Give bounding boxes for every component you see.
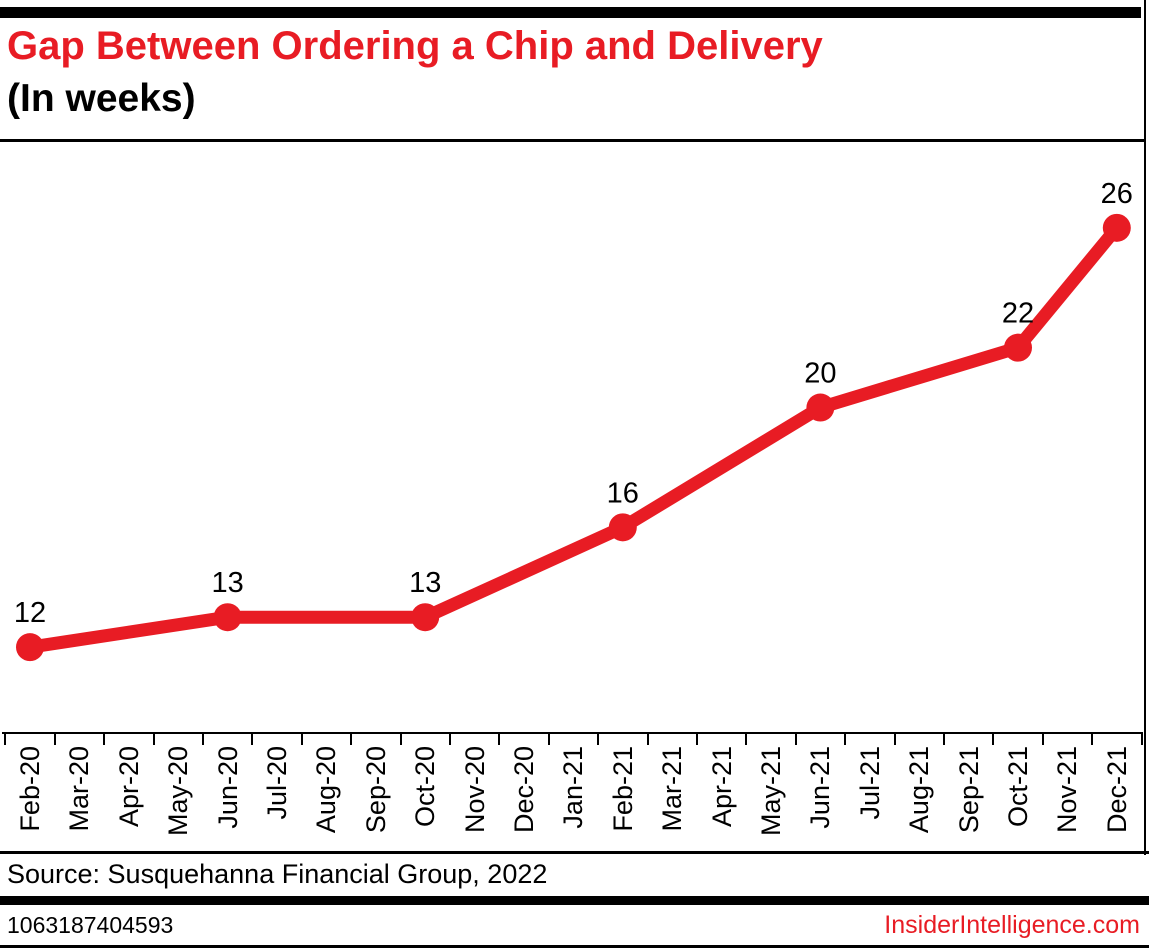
- x-axis-label: Nov-20: [459, 746, 490, 834]
- x-axis-label: Apr-20: [113, 746, 144, 828]
- x-axis-tick: [103, 734, 106, 745]
- x-axis-label: Jan-21: [558, 746, 589, 829]
- x-axis-label: Aug-21: [904, 746, 935, 834]
- x-axis-label: Feb-21: [607, 746, 638, 832]
- data-point-marker: [608, 513, 637, 542]
- x-axis-tick: [547, 734, 550, 745]
- data-point-label: 22: [1002, 298, 1034, 330]
- chip-gap-line: [29, 223, 1122, 654]
- x-axis-label: Mar-21: [657, 746, 688, 832]
- data-point-marker: [16, 633, 44, 662]
- insider-intelligence-watermark: InsiderIntelligence.com: [884, 911, 1140, 939]
- x-axis-label: Sep-20: [360, 746, 391, 834]
- x-axis-tick: [942, 734, 945, 745]
- x-axis-tick: [844, 734, 847, 745]
- data-point-marker: [1004, 333, 1032, 362]
- x-axis-label: Jul-21: [854, 746, 885, 820]
- x-axis-tick: [1041, 734, 1044, 745]
- x-axis-tick: [350, 734, 353, 745]
- line-chart: 12 13 13 16 20 22 26: [14, 178, 1133, 662]
- x-axis-label: Oct-20: [410, 746, 441, 828]
- x-axis-tick: [152, 734, 155, 745]
- x-axis-label: Jun-20: [212, 746, 243, 829]
- chart-subtitle: (In weeks): [7, 77, 196, 120]
- x-axis-label: Feb-20: [15, 746, 45, 832]
- x-axis-tick: [1140, 734, 1143, 745]
- x-axis-label: Nov-21: [1052, 746, 1083, 834]
- x-axis-label: Apr-21: [706, 746, 737, 828]
- x-axis-tick: [53, 734, 56, 745]
- chart-title: Gap Between Ordering a Chip and Delivery: [7, 24, 823, 68]
- x-axis-tick: [794, 734, 797, 745]
- bottom-border-line: [0, 945, 1149, 948]
- x-axis-tick: [4, 734, 7, 745]
- x-axis-label: Jul-20: [262, 746, 292, 820]
- data-point-marker: [213, 603, 242, 632]
- data-point-label: 26: [1101, 178, 1133, 210]
- source-separator-line: [0, 851, 1149, 854]
- x-axis-tick: [498, 734, 501, 745]
- data-point-label: 16: [607, 477, 639, 509]
- x-axis-tick: [300, 734, 303, 745]
- x-axis-label: Dec-21: [1101, 746, 1132, 834]
- x-axis-tick: [597, 734, 600, 745]
- x-axis-tick: [695, 734, 698, 745]
- x-axis-tick: [992, 734, 995, 745]
- data-point-label: 12: [14, 597, 46, 629]
- x-axis-label: May-21: [756, 746, 786, 837]
- data-point-label: 13: [409, 567, 441, 599]
- x-axis-label: Jun-21: [805, 746, 836, 829]
- data-point-marker: [411, 603, 440, 632]
- x-axis-tick: [399, 734, 402, 745]
- title-underline: [0, 139, 1146, 142]
- data-point-label: 20: [804, 358, 836, 390]
- x-axis-line: [2, 732, 1143, 734]
- x-axis-tick: [745, 734, 748, 745]
- data-point-marker: [806, 393, 835, 422]
- x-axis-tick: [893, 734, 896, 745]
- x-axis-label: Aug-20: [311, 746, 342, 834]
- right-border-line: [1144, 0, 1146, 855]
- x-axis-label: May-20: [163, 746, 194, 837]
- x-axis-label: Oct-21: [1003, 746, 1033, 828]
- x-axis-tick: [1091, 734, 1094, 745]
- x-axis-tick: [201, 734, 204, 745]
- data-point-label: 13: [211, 567, 243, 599]
- x-axis-label: Mar-20: [64, 746, 95, 832]
- x-axis-label: Sep-21: [953, 746, 984, 834]
- chart-id-number: 1063187404593: [7, 912, 174, 938]
- footer-thick-bar: [0, 896, 1149, 905]
- x-axis-label: Dec-20: [509, 746, 539, 834]
- data-point-marker: [1102, 213, 1131, 242]
- x-axis-tick: [448, 734, 451, 745]
- top-accent-bar: [0, 7, 1141, 18]
- x-axis-tick: [646, 734, 649, 745]
- x-axis-tick: [251, 734, 254, 745]
- source-text: Source: Susquehanna Financial Group, 202…: [7, 859, 548, 889]
